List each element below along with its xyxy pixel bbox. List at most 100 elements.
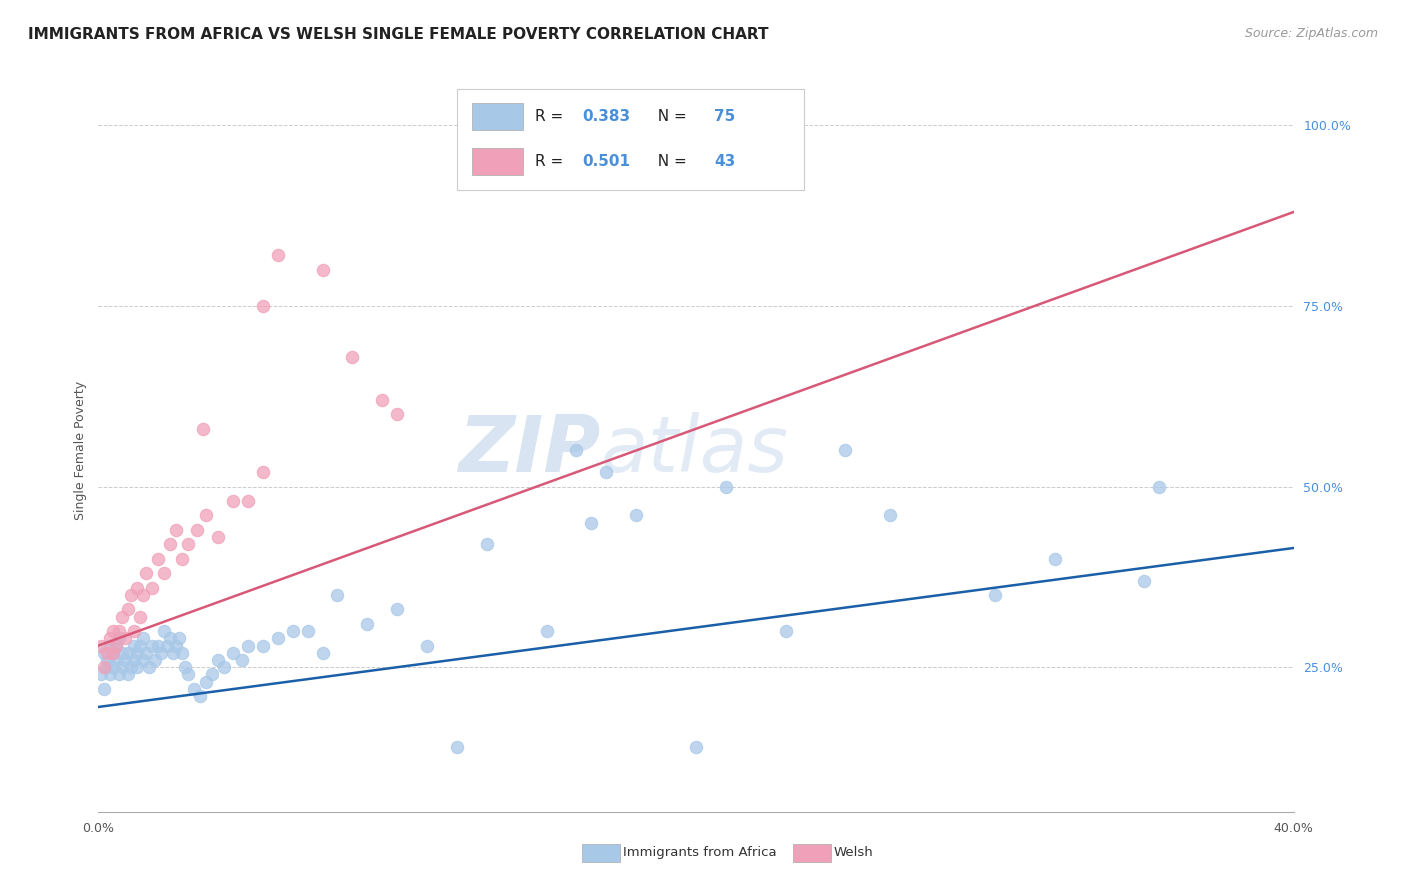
Point	[124, 624, 146, 639]
Point	[177, 537, 200, 551]
Point	[105, 639, 128, 653]
Point	[132, 632, 155, 646]
Point	[475, 537, 498, 551]
Point	[207, 530, 229, 544]
Point	[141, 639, 163, 653]
Point	[93, 660, 115, 674]
Point	[117, 646, 139, 660]
Text: ZIP: ZIP	[458, 412, 600, 489]
Point	[111, 609, 134, 624]
Point	[138, 660, 160, 674]
Point	[236, 494, 259, 508]
Point	[159, 632, 181, 646]
Y-axis label: Single Female Poverty: Single Female Poverty	[75, 381, 87, 520]
Point	[153, 566, 176, 581]
Point	[105, 639, 128, 653]
Point	[93, 681, 115, 696]
Point	[183, 681, 205, 696]
Point	[124, 653, 146, 667]
Point	[114, 653, 136, 667]
Point	[93, 646, 115, 660]
Text: N =: N =	[648, 154, 692, 169]
Point	[252, 639, 274, 653]
Point	[326, 588, 349, 602]
Point	[565, 443, 588, 458]
Point	[834, 443, 856, 458]
Point	[581, 516, 603, 530]
Text: R =: R =	[534, 109, 568, 124]
Point	[165, 639, 187, 653]
Point	[96, 660, 118, 674]
Point	[96, 646, 118, 660]
Point	[222, 494, 245, 508]
Text: IMMIGRANTS FROM AFRICA VS WELSH SINGLE FEMALE POVERTY CORRELATION CHART: IMMIGRANTS FROM AFRICA VS WELSH SINGLE F…	[28, 27, 769, 42]
Point	[207, 653, 229, 667]
Point	[108, 632, 131, 646]
Point	[172, 646, 194, 660]
Point	[117, 602, 139, 616]
Text: 75: 75	[714, 109, 735, 124]
Point	[150, 646, 173, 660]
Point	[311, 262, 333, 277]
Point	[201, 667, 224, 681]
Point	[626, 508, 648, 523]
Text: 0.383: 0.383	[582, 109, 630, 124]
Point	[129, 639, 152, 653]
Point	[98, 667, 122, 681]
Point	[311, 646, 333, 660]
Point	[108, 624, 131, 639]
Point	[342, 350, 364, 364]
Point	[267, 248, 290, 262]
Point	[127, 581, 149, 595]
Point	[281, 624, 304, 639]
Point	[159, 537, 181, 551]
Point	[132, 588, 155, 602]
Point	[714, 480, 737, 494]
Point	[127, 660, 149, 674]
Point	[143, 653, 166, 667]
Point	[267, 632, 290, 646]
Point	[120, 660, 142, 674]
Point	[135, 646, 157, 660]
Point	[297, 624, 319, 639]
Point	[595, 465, 617, 479]
Text: atlas: atlas	[600, 412, 789, 489]
Point	[105, 653, 128, 667]
Point	[117, 667, 139, 681]
Point	[103, 646, 125, 660]
Point	[148, 551, 170, 566]
Point	[188, 689, 211, 703]
Point	[231, 653, 253, 667]
FancyBboxPatch shape	[472, 103, 523, 130]
Point	[879, 508, 901, 523]
Point	[90, 667, 112, 681]
Point	[162, 646, 184, 660]
FancyBboxPatch shape	[457, 89, 804, 190]
Text: N =: N =	[648, 109, 692, 124]
FancyBboxPatch shape	[472, 148, 523, 175]
Point	[252, 299, 274, 313]
Point	[222, 646, 245, 660]
Point	[177, 667, 200, 681]
Point	[416, 639, 439, 653]
Point	[195, 508, 218, 523]
Point	[120, 588, 142, 602]
Text: R =: R =	[534, 154, 568, 169]
Point	[98, 639, 122, 653]
Point	[135, 566, 157, 581]
Point	[96, 653, 118, 667]
Text: Immigrants from Africa: Immigrants from Africa	[623, 847, 776, 859]
Point	[1133, 574, 1156, 588]
Point	[536, 624, 558, 639]
Point	[775, 624, 797, 639]
Point	[685, 739, 707, 754]
Point	[1043, 551, 1066, 566]
Point	[1147, 480, 1170, 494]
Point	[446, 739, 468, 754]
Point	[385, 407, 409, 421]
Point	[98, 632, 122, 646]
Point	[191, 422, 214, 436]
Point	[90, 639, 112, 653]
Point	[167, 632, 190, 646]
Point	[172, 551, 194, 566]
